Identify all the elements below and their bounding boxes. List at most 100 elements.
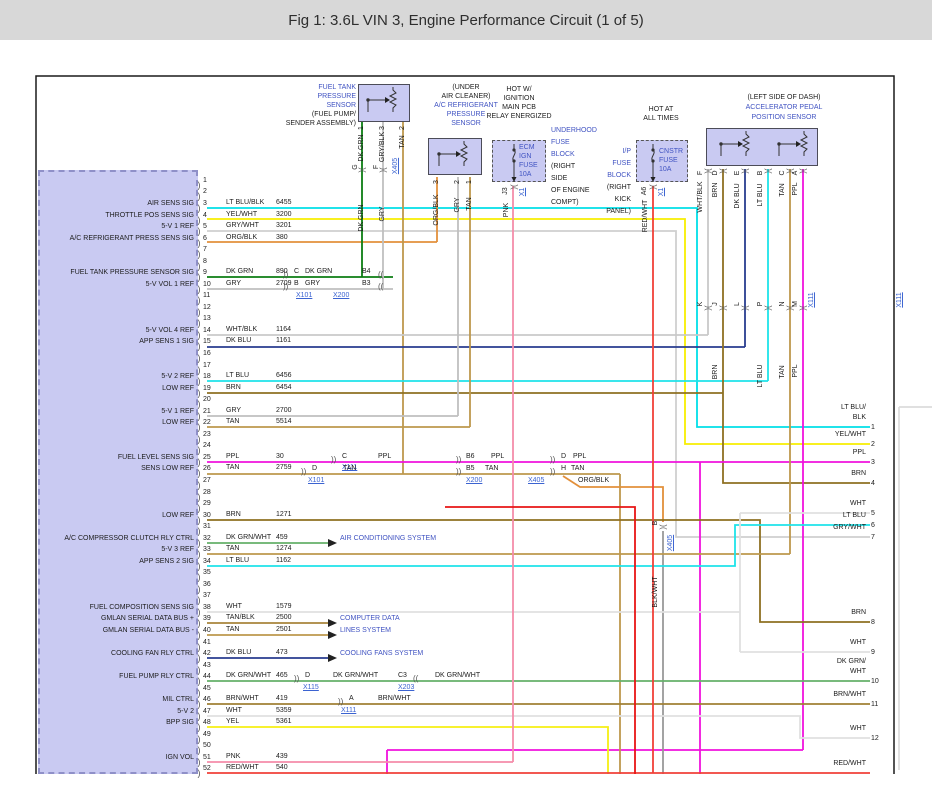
- ecm-pin-bracket: ): [197, 595, 201, 605]
- connector-link-x405[interactable]: X405: [528, 477, 545, 484]
- ecm-pin-bracket: ): [197, 353, 201, 363]
- ecm-pin-number: 10: [203, 281, 211, 288]
- diagram-label: C: [294, 268, 300, 275]
- diagram-label: IGNITION: [503, 95, 535, 102]
- diagram-label: ((: [378, 270, 384, 279]
- diagram-label: TAN: [485, 465, 499, 472]
- ecm-pin-bracket: ): [197, 295, 201, 305]
- potentiometer-wiper-icon: [438, 153, 456, 166]
- exit-number: 2: [871, 441, 875, 448]
- ecm-pin-number: 20: [203, 396, 211, 403]
- connector-link-x200[interactable]: X200: [333, 292, 350, 299]
- diagram-label: SENSOR: [451, 120, 481, 127]
- diagram-label: )): [338, 697, 344, 706]
- diagram-label: )(: [718, 168, 728, 174]
- ecm-pin-label: 5-V VOL 1 REF: [145, 281, 194, 288]
- diagram-label: WHT/BLK: [696, 181, 704, 213]
- ecm-pin-number: 42: [203, 650, 211, 657]
- wire-circuit-number: 540: [276, 764, 288, 771]
- ecm-pin-label: FUEL TANK PRESSURE SENSOR SIG: [70, 269, 194, 276]
- wire-circuit-number: 6456: [276, 372, 292, 379]
- ecm-pin-label: GMLAN SERIAL DATA BUS -: [102, 627, 194, 634]
- diagram-label: AIR CLEANER): [441, 93, 491, 100]
- ecm-pin-number: 3: [203, 200, 207, 207]
- connector-link-x1[interactable]: X1: [657, 187, 665, 197]
- exit-number: 8: [871, 619, 875, 626]
- wire-circuit-number: 2501: [276, 626, 292, 633]
- wire-circuit-number: 6454: [276, 384, 292, 391]
- ecm-connector-box: [38, 170, 198, 774]
- ecm-pin-number: 37: [203, 592, 211, 599]
- connector-link-x203[interactable]: X203: [398, 684, 415, 691]
- diagram-label: )(: [740, 305, 750, 311]
- connector-link-x1[interactable]: X1: [518, 187, 526, 197]
- wiper-arrow-icon: [738, 141, 743, 147]
- diagram-label: CNSTR: [659, 148, 684, 155]
- diagram-label: TAN: [778, 365, 786, 379]
- ecm-pin-bracket: ): [197, 180, 201, 190]
- diagram-label: KICK: [614, 196, 631, 203]
- diagram-label: )): [550, 467, 556, 476]
- wire-circuit-number: 6455: [276, 199, 292, 206]
- ecm-pin-number: 21: [203, 408, 211, 415]
- diagram-label: ECM: [519, 144, 535, 151]
- ecm-pin-bracket: ): [197, 318, 201, 328]
- ecm-pin-bracket: ): [197, 572, 201, 582]
- ecm-pin-label: FUEL LEVEL SENS SIG: [117, 454, 194, 461]
- wire-gry-wht: [207, 230, 870, 538]
- ecm-pin-label: 5-V 3 REF: [161, 546, 194, 553]
- wire-name-label: DK GRN/WHT: [226, 534, 272, 541]
- connector-link-x111[interactable]: X111: [342, 464, 358, 471]
- ecm-pin-number: 9: [203, 269, 207, 276]
- exit-wire-label: WHT: [850, 668, 866, 675]
- exit-wire-label: BRN: [851, 470, 866, 477]
- connector-link-x111[interactable]: X111: [807, 292, 815, 308]
- connector-link-x405[interactable]: X405: [391, 157, 399, 175]
- connector-link-x101[interactable]: X101: [296, 292, 313, 299]
- ecm-pin-number: 33: [203, 546, 211, 553]
- exit-wire-label: DK GRN/: [836, 658, 866, 665]
- wire-name-label: TAN: [226, 464, 240, 471]
- diagram-label: B3: [362, 280, 371, 287]
- ecm-pin-label: 5-V 2 REF: [161, 373, 194, 380]
- diagram-label: TAN: [398, 135, 406, 149]
- exit-number: 6: [871, 522, 875, 529]
- ecm-pin-number: 17: [203, 362, 211, 369]
- wire-circuit-number: 3200: [276, 211, 292, 218]
- ecm-pin-bracket: ): [197, 365, 201, 375]
- connector-link-x101[interactable]: X101: [308, 477, 325, 484]
- diagram-label: RED/WHT: [641, 199, 649, 233]
- connector-link-x200[interactable]: X200: [466, 477, 483, 484]
- diagram-label: HOT W/: [506, 86, 532, 93]
- wire-circuit-number: 2759: [276, 464, 292, 471]
- ecm-pin-number: 24: [203, 442, 211, 449]
- ecm-pin-number: 14: [203, 327, 211, 334]
- connector-link-x111[interactable]: X111: [341, 707, 357, 714]
- diagram-label: (FUEL PUMP/: [311, 111, 356, 118]
- wire-name-label: DK BLU: [226, 649, 252, 656]
- ecm-pin-bracket: ): [197, 468, 201, 478]
- wire-name-label: GRY: [226, 280, 242, 287]
- ecm-pin-number: 8: [203, 258, 207, 265]
- ecm-pin-number: 22: [203, 419, 211, 426]
- diagram-label: A/C REFRIGERANT: [434, 102, 498, 109]
- connector-link-x111[interactable]: X111: [895, 292, 903, 308]
- diagram-label: FUEL TANK: [318, 84, 356, 91]
- wire-name-label: WHT: [226, 603, 242, 610]
- wire-circuit-number: 2500: [276, 614, 292, 621]
- wire-circuit-number: 380: [276, 234, 288, 241]
- ecm-pin-bracket: ): [197, 434, 201, 444]
- diagram-label: C: [342, 453, 348, 460]
- diagram-label: LT BLU: [756, 183, 764, 207]
- wire-org-blk: [562, 475, 664, 522]
- ecm-pin-number: 23: [203, 431, 211, 438]
- ecm-pin-bracket: ): [197, 549, 201, 559]
- connector-link-x405[interactable]: X405: [666, 534, 674, 552]
- ip-fuse-box: [636, 140, 688, 182]
- diagram-label: )): [294, 674, 300, 683]
- connector-link-x115[interactable]: X115: [303, 684, 319, 691]
- diagram-label: HOT AT: [648, 106, 674, 113]
- ecm-pin-bracket: ): [197, 445, 201, 455]
- diagram-label: )(: [785, 305, 795, 311]
